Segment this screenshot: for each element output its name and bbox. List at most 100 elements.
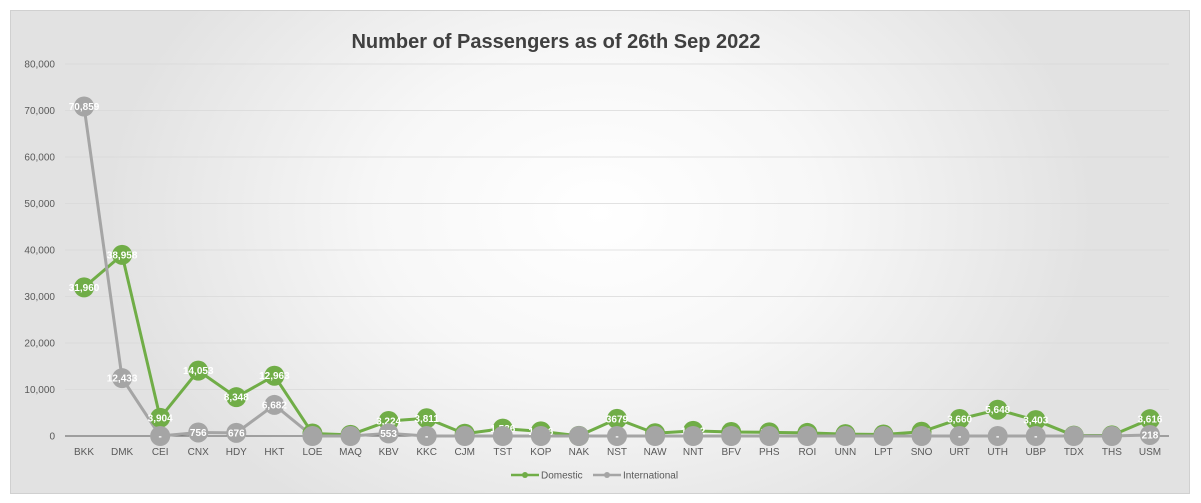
data-point-domestic [949, 408, 970, 429]
x-tick-label: DMK [111, 447, 134, 458]
data-label-international: - [996, 432, 999, 443]
data-label-domestic: 3,616 [1137, 415, 1162, 426]
data-point-international [987, 426, 1008, 446]
data-point-international [492, 426, 513, 446]
data-point-domestic [150, 407, 171, 428]
data-label-domestic: 3679 [606, 414, 629, 425]
chart-frame: Number of Passengers as of 26th Sep 2022… [10, 10, 1190, 494]
data-point-international [1101, 426, 1122, 446]
x-tick-label: UTH [987, 447, 1008, 458]
data-point-domestic [74, 277, 95, 298]
x-tick-label: KBV [379, 447, 399, 458]
series-line-international [82, 106, 1151, 438]
legend-label: International [623, 471, 678, 482]
data-label-international: 553 [380, 429, 397, 440]
x-axis-ticks: BKK DMK CEI CNX HDY HKT LOE MAQ KBV KKC CJM TST KOP N… [74, 447, 1161, 458]
x-tick-label: TST [493, 447, 512, 458]
x-tick-label: KOP [530, 447, 551, 458]
data-point-domestic [1025, 410, 1046, 431]
x-tick-label: UNN [835, 447, 857, 458]
y-tick-label: 80,000 [24, 60, 55, 71]
data-point-international [911, 426, 932, 446]
data-label-domestic: 8,348 [224, 393, 249, 404]
data-point-international [1063, 426, 1084, 446]
data-point-international [226, 422, 247, 443]
legend-swatch-marker [604, 472, 610, 478]
data-point-international [74, 96, 95, 117]
x-tick-label: CJM [454, 447, 475, 458]
x-tick-label: TDX [1064, 447, 1084, 458]
y-tick-label: 60,000 [24, 153, 55, 164]
y-tick-label: 70,000 [24, 106, 55, 117]
data-point-domestic [264, 365, 285, 386]
data-label-domestic: 31,960 [69, 283, 100, 294]
x-tick-label: NAK [569, 447, 590, 458]
legend: Domestic International [511, 471, 678, 482]
data-point-international [607, 426, 627, 446]
data-point-domestic [416, 408, 437, 429]
y-tick-label: 10,000 [24, 385, 55, 396]
data-point-international [378, 423, 399, 444]
data-label-international: - [615, 432, 618, 443]
x-tick-label: KKC [416, 447, 437, 458]
legend-label: Domestic [541, 471, 583, 482]
x-tick-label: CNX [188, 447, 209, 458]
data-label-domestic: 5,648 [985, 405, 1010, 416]
series-lines [82, 106, 1151, 438]
data-point-domestic [987, 399, 1008, 420]
x-tick-label: URT [949, 447, 969, 458]
gridlines [65, 63, 1169, 437]
data-point-domestic [226, 387, 247, 408]
data-point-international [645, 426, 666, 446]
data-label-domestic: 3,660 [947, 414, 972, 425]
data-point-international [759, 426, 780, 446]
data-label-international: 676 [228, 428, 245, 439]
data-label-domestic: 3,904 [148, 413, 173, 424]
data-point-international [797, 426, 818, 446]
data-point-international [302, 426, 323, 446]
data-point-international [264, 394, 285, 415]
y-tick-label: 0 [49, 432, 55, 443]
x-tick-label: NAW [644, 447, 668, 458]
data-point-international [721, 426, 742, 446]
series-markers: 31,96038,9583,90414,0538,34812,963551254… [69, 96, 1163, 446]
y-axis-ticks: 0 10,000 20,000 30,000 40,000 50,000 60,000 70,… [24, 60, 55, 443]
y-tick-label: 30,000 [24, 292, 55, 303]
x-tick-label: ROI [798, 447, 816, 458]
data-label-international: 756 [190, 428, 207, 439]
data-point-international [416, 426, 437, 446]
data-label-domestic: 3,224 [376, 417, 401, 428]
x-tick-label: BKK [74, 447, 94, 458]
legend-item-international: International [593, 471, 678, 482]
data-label-international: 12,433 [107, 374, 138, 385]
data-point-international [1025, 426, 1046, 446]
data-point-domestic [607, 408, 627, 429]
data-label-international: - [958, 432, 961, 443]
x-tick-label: THS [1102, 447, 1122, 458]
y-tick-label: 40,000 [24, 246, 55, 257]
data-label-international: - [159, 432, 162, 443]
x-tick-label: BFV [721, 447, 741, 458]
x-tick-label: HKT [264, 447, 284, 458]
data-label-domestic: 3,811 [414, 414, 439, 425]
data-label-international: - [425, 432, 428, 443]
x-tick-label: PHS [759, 447, 780, 458]
y-tick-label: 20,000 [24, 339, 55, 350]
data-label-international: - [1034, 432, 1037, 443]
y-tick-label: 50,000 [24, 199, 55, 210]
data-label-domestic: 38,958 [107, 250, 138, 261]
data-label-domestic: 3,403 [1023, 416, 1048, 427]
data-point-international [530, 426, 551, 446]
data-point-international [568, 426, 589, 446]
chart-title: Number of Passengers as of 26th Sep 2022 [351, 31, 760, 53]
data-point-international [835, 426, 856, 446]
x-tick-label: LOE [302, 447, 322, 458]
x-tick-label: UBP [1025, 447, 1046, 458]
x-tick-label: NNT [683, 447, 704, 458]
x-tick-label: LPT [874, 447, 892, 458]
data-point-international [340, 426, 361, 446]
x-tick-label: NST [607, 447, 627, 458]
data-point-international [454, 426, 475, 446]
data-point-international [1139, 424, 1160, 445]
data-label-international: 70,859 [69, 102, 100, 113]
